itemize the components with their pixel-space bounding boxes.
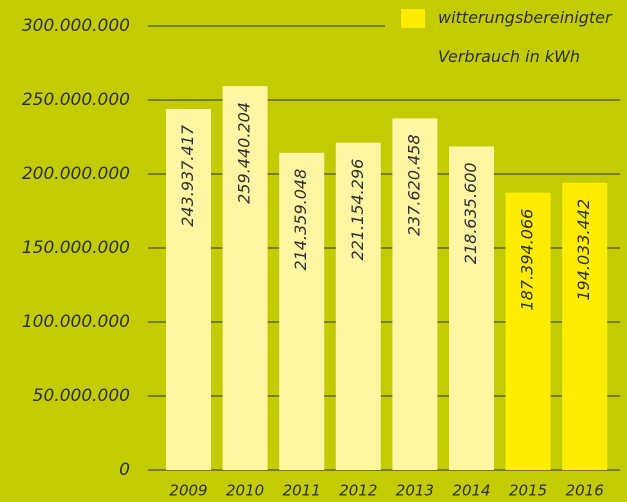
legend-label: witterungsbereinigter Verbrauch in kWh xyxy=(438,8,613,66)
y-tick-label: 150.000.000 xyxy=(22,238,130,258)
legend-swatch xyxy=(401,9,425,28)
bar xyxy=(279,152,325,471)
bar xyxy=(505,192,551,470)
bar xyxy=(222,86,268,470)
x-tick-label: 2012 xyxy=(339,482,377,500)
bar xyxy=(449,146,494,470)
x-tick-label: 2009 xyxy=(169,482,207,500)
value-label: 218.635.600 xyxy=(461,162,480,264)
bar xyxy=(392,118,438,471)
x-tick-label: 2011 xyxy=(283,482,321,500)
bar xyxy=(335,142,381,470)
y-tick-label: 50.000.000 xyxy=(33,386,130,406)
value-label: 194.033.442 xyxy=(574,199,593,301)
x-tick-label: 2014 xyxy=(452,482,490,500)
value-label: 214.359.048 xyxy=(291,169,310,271)
y-tick-label: 250.000.000 xyxy=(22,90,130,110)
value-label: 259.440.204 xyxy=(235,102,254,204)
value-label: 243.937.417 xyxy=(178,124,197,227)
bar xyxy=(562,182,608,470)
x-tick-label: 2010 xyxy=(226,482,264,500)
y-tick-label: 100.000.000 xyxy=(22,312,130,332)
y-tick-label: 300.000.000 xyxy=(22,16,130,36)
x-tick-label: 2015 xyxy=(509,482,547,500)
legend-line: Verbrauch in kWh xyxy=(438,47,580,66)
y-tick-label: 0 xyxy=(119,460,130,480)
value-label: 221.154.296 xyxy=(348,159,367,261)
legend-line: witterungsbereinigter xyxy=(438,8,613,27)
value-label: 237.620.458 xyxy=(404,134,423,236)
legend-background xyxy=(385,0,627,75)
y-tick-label: 200.000.000 xyxy=(22,164,130,184)
value-label: 187.394.066 xyxy=(518,209,537,311)
x-tick-label: 2013 xyxy=(396,482,434,500)
bar xyxy=(166,108,211,470)
x-tick-label: 2016 xyxy=(566,482,604,500)
